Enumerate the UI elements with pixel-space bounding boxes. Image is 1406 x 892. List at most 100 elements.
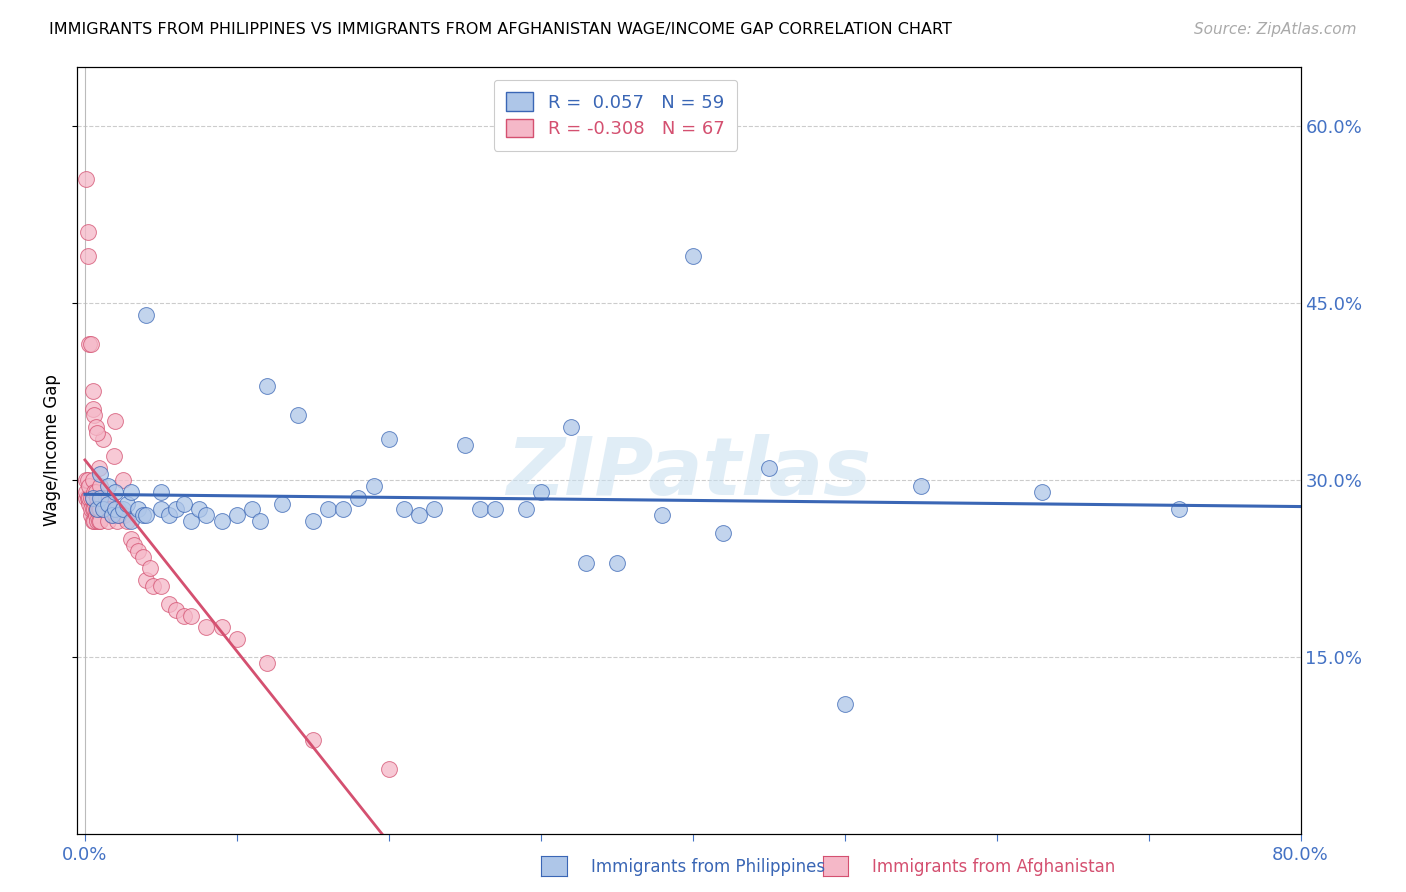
Point xyxy=(80,508,103,523)
Point xyxy=(80,491,103,505)
Point xyxy=(135,308,157,322)
Point xyxy=(225,508,247,523)
Point xyxy=(83,484,105,499)
Point xyxy=(86,502,108,516)
Point xyxy=(91,502,114,516)
Point xyxy=(408,508,430,523)
Point xyxy=(90,491,112,505)
Point xyxy=(101,508,124,523)
Point xyxy=(149,502,172,516)
Point xyxy=(139,561,162,575)
Point xyxy=(82,502,104,516)
Point xyxy=(82,491,104,505)
Point xyxy=(122,538,145,552)
Point xyxy=(79,491,101,505)
Point xyxy=(77,249,100,263)
Point xyxy=(117,514,139,528)
Point xyxy=(101,508,124,523)
Point xyxy=(515,502,537,516)
Point xyxy=(225,632,247,647)
Point xyxy=(363,479,385,493)
Point xyxy=(120,514,142,528)
Point xyxy=(131,508,153,523)
Point xyxy=(834,697,856,711)
Point xyxy=(187,502,209,516)
Point xyxy=(83,514,105,528)
Point xyxy=(79,479,101,493)
Point xyxy=(107,502,129,516)
Point xyxy=(256,656,278,670)
Point xyxy=(104,508,127,523)
Point xyxy=(142,579,165,593)
Point xyxy=(89,502,111,516)
Point xyxy=(271,497,294,511)
Point xyxy=(165,502,187,516)
Y-axis label: Wage/Income Gap: Wage/Income Gap xyxy=(44,375,62,526)
Point xyxy=(84,420,107,434)
Point xyxy=(87,461,110,475)
Point xyxy=(1031,484,1053,499)
Point xyxy=(108,508,131,523)
Point xyxy=(97,502,120,516)
Point xyxy=(84,484,107,499)
Point xyxy=(97,514,120,528)
Point xyxy=(89,467,111,481)
Point xyxy=(86,491,108,505)
Point xyxy=(468,502,491,516)
Point xyxy=(127,502,149,516)
Point xyxy=(910,479,932,493)
Point xyxy=(157,508,180,523)
Point xyxy=(484,502,506,516)
Point xyxy=(84,508,107,523)
Point xyxy=(423,502,446,516)
Point xyxy=(91,502,114,516)
Point xyxy=(91,432,114,446)
Legend: R =  0.057   N = 59, R = -0.308   N = 67: R = 0.057 N = 59, R = -0.308 N = 67 xyxy=(494,79,737,151)
Point xyxy=(117,497,139,511)
Point xyxy=(651,508,673,523)
Point xyxy=(104,484,127,499)
Point xyxy=(89,491,111,505)
Point xyxy=(195,508,218,523)
Point xyxy=(93,502,115,516)
Point xyxy=(83,408,105,422)
Point xyxy=(86,502,108,516)
Point xyxy=(135,574,157,588)
Point xyxy=(111,473,134,487)
Point xyxy=(77,473,100,487)
Point xyxy=(195,620,218,634)
Point xyxy=(347,491,370,505)
Point xyxy=(98,502,121,516)
Point xyxy=(84,502,107,516)
Point xyxy=(256,378,278,392)
Point xyxy=(173,497,195,511)
Point xyxy=(75,473,97,487)
Point xyxy=(87,514,110,528)
Point xyxy=(120,484,142,499)
Point xyxy=(173,608,195,623)
Point xyxy=(111,502,134,516)
Point xyxy=(79,337,101,351)
Point xyxy=(82,473,104,487)
Point xyxy=(104,414,127,428)
Text: ZIPatlas: ZIPatlas xyxy=(506,434,872,513)
Point xyxy=(378,432,401,446)
Point xyxy=(89,514,111,528)
Point xyxy=(157,597,180,611)
Point xyxy=(75,491,97,505)
Point xyxy=(87,502,110,516)
Point xyxy=(302,514,325,528)
Point xyxy=(378,762,401,776)
Point xyxy=(75,172,97,186)
Point xyxy=(392,502,415,516)
Point xyxy=(287,408,309,422)
Point xyxy=(107,508,129,523)
Point xyxy=(1168,502,1191,516)
Point xyxy=(240,502,263,516)
Point xyxy=(530,484,553,499)
Point xyxy=(606,556,628,570)
Point xyxy=(83,502,105,516)
Point xyxy=(249,514,271,528)
Point xyxy=(149,579,172,593)
Point xyxy=(104,502,127,516)
